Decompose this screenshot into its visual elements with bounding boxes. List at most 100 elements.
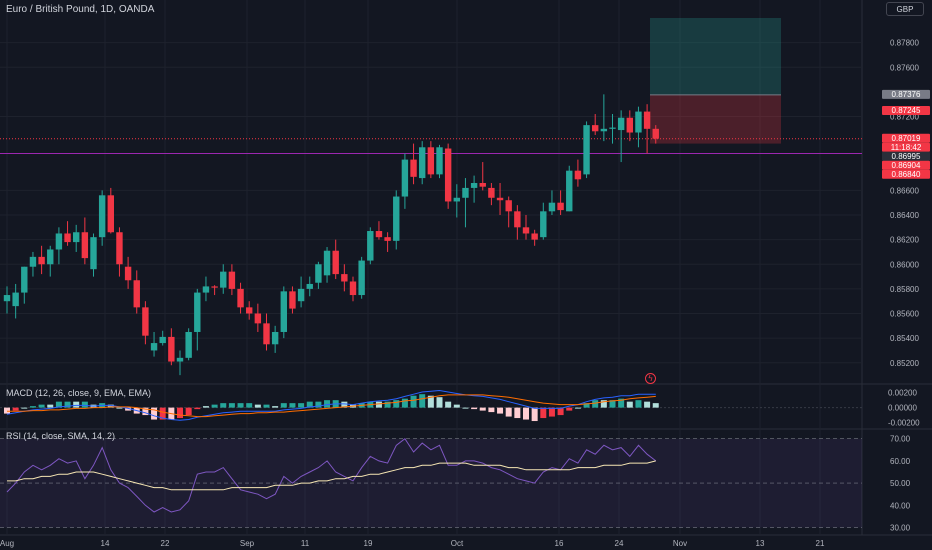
macd-histogram-bar — [401, 398, 408, 408]
candle-body — [341, 274, 348, 282]
macd-histogram-bar — [419, 394, 426, 408]
candle-body — [427, 147, 435, 175]
macd-histogram-bar — [479, 407, 486, 411]
x-tick-label: 22 — [161, 539, 170, 548]
macd-histogram-bar — [574, 407, 581, 409]
price-tag-label: 0.86840 — [892, 170, 921, 179]
price-tag-label: 0.87376 — [892, 90, 921, 99]
macd-histogram-bar — [436, 397, 443, 408]
macd-histogram-bar — [341, 401, 348, 408]
candle-body — [306, 283, 313, 289]
macd-histogram-bar — [202, 406, 209, 408]
currency-button[interactable]: GBP — [886, 2, 924, 16]
y-tick-label: 0.87800 — [890, 39, 919, 48]
macd-histogram-bar — [540, 407, 547, 419]
y-tick-label: 0.87600 — [890, 63, 919, 72]
x-tick-label: Aug — [0, 539, 14, 548]
candle-body — [548, 202, 556, 212]
candle-body — [479, 182, 486, 187]
candle-body — [29, 256, 37, 267]
candle-body — [367, 231, 374, 261]
macd-histogram-bar — [107, 404, 114, 408]
candle-body — [297, 288, 305, 302]
candle-body — [116, 232, 123, 265]
macd-histogram-bar — [29, 406, 36, 408]
y-tick-label: 0.85600 — [890, 310, 919, 319]
macd-label: MACD (12, 26, close, 9, EMA, EMA) — [6, 388, 152, 398]
price-tag — [882, 169, 930, 179]
price-tag-label: 11:18:42 — [891, 143, 922, 152]
macd-histogram-bar — [609, 400, 616, 408]
candle-body — [514, 211, 521, 228]
macd-histogram-bar — [298, 403, 305, 408]
macd-histogram-bar — [548, 407, 555, 417]
rsi-ma-line — [7, 460, 656, 491]
macd-histogram-bar — [142, 407, 149, 416]
macd-histogram-bar — [12, 407, 19, 411]
macd-tick-label: 0.00200 — [888, 389, 917, 398]
rsi-tick-label: 70.00 — [890, 435, 911, 444]
candle-body — [401, 159, 409, 197]
macd-histogram-bar — [55, 401, 62, 408]
candle-body — [419, 147, 426, 179]
candle-body — [202, 286, 210, 293]
price-tag — [882, 89, 930, 99]
candle-body — [280, 291, 287, 332]
candle-body — [254, 313, 262, 324]
macd-histogram-bar — [211, 404, 218, 408]
candle-body — [496, 197, 504, 201]
candle-body — [462, 187, 469, 198]
candle-body — [142, 307, 149, 336]
x-tick-label: 19 — [364, 539, 373, 548]
y-tick-label: 0.86400 — [890, 211, 919, 220]
price-tag-label: 0.87245 — [892, 106, 921, 115]
macd-histogram-bar — [185, 407, 192, 416]
rsi-label: RSI (14, close, SMA, 14, 2) — [6, 431, 116, 441]
price-tag — [882, 160, 930, 170]
candle-body — [98, 195, 106, 238]
candle-body — [444, 148, 452, 202]
candle-body — [393, 196, 400, 241]
candle-body — [73, 232, 80, 243]
macd-histogram-bar — [514, 407, 521, 419]
candle-body — [566, 170, 573, 212]
target-zone — [650, 18, 781, 95]
macd-histogram-bar — [445, 401, 452, 408]
macd-histogram-bar — [635, 400, 642, 408]
macd-histogram-bar — [315, 401, 322, 408]
macd-histogram-bar — [583, 403, 590, 408]
candle-body — [384, 237, 391, 241]
candle-body — [470, 182, 478, 188]
macd-histogram-bar — [64, 401, 71, 408]
macd-histogram-bar — [652, 403, 659, 408]
lightning-icon[interactable]: ϟ — [645, 373, 656, 384]
candle-body — [488, 187, 495, 198]
candle-body — [652, 128, 659, 139]
candle-body — [220, 271, 227, 288]
macd-tick-label: -0.00200 — [888, 419, 920, 428]
x-tick-label: Sep — [240, 539, 255, 548]
price-tag — [882, 142, 930, 152]
candle-body — [323, 250, 331, 276]
candle-body — [246, 307, 253, 314]
candle-body — [3, 295, 11, 302]
candle-body — [107, 195, 114, 233]
price-tag-label: 0.87019 — [892, 134, 921, 143]
macd-histogram-bar — [116, 407, 123, 409]
macd-histogram-bar — [393, 400, 400, 408]
macd-histogram-bar — [177, 407, 183, 419]
macd-histogram-bar — [497, 407, 504, 414]
macd-histogram-bar — [246, 403, 253, 408]
x-tick-label: 24 — [615, 539, 624, 548]
rsi-tick-label: 60.00 — [890, 457, 911, 466]
macd-histogram-bar — [523, 407, 529, 420]
candle-body — [522, 227, 530, 234]
candle-body — [159, 336, 166, 344]
candle-body — [315, 264, 322, 283]
x-tick-label: 21 — [816, 539, 825, 548]
macd-histogram-bar — [38, 404, 45, 408]
candle-body — [55, 233, 63, 250]
price-tag — [882, 133, 930, 143]
